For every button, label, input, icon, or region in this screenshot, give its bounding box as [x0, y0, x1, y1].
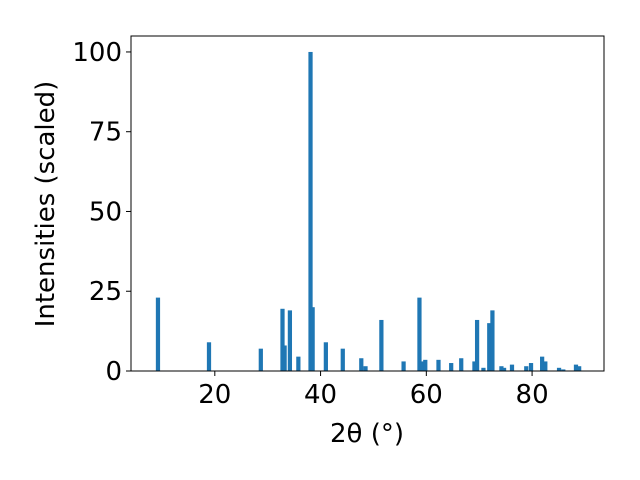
bar: [287, 310, 293, 371]
bar: [310, 307, 315, 371]
bar: [155, 297, 161, 371]
plot-frame: [130, 35, 605, 372]
x-tick-label: 20: [198, 380, 231, 410]
bar: [528, 363, 534, 371]
bar: [556, 367, 562, 371]
bar: [436, 359, 441, 371]
bar: [363, 366, 368, 371]
bar: [472, 361, 477, 371]
y-tick-label: 50: [89, 197, 122, 227]
y-tick-label: 0: [105, 357, 122, 387]
bar: [308, 51, 313, 371]
bar: [490, 310, 495, 371]
x-axis-label: 2θ (°): [330, 419, 404, 449]
x-tick-label: 60: [410, 380, 443, 410]
bar: [280, 308, 285, 371]
bar: [509, 364, 515, 371]
bar: [481, 367, 486, 371]
bar: [540, 356, 545, 371]
bar: [282, 345, 287, 371]
bar: [419, 361, 425, 371]
bar: [258, 348, 263, 371]
bar: [379, 319, 384, 371]
bar: [501, 367, 507, 371]
bar: [577, 366, 582, 371]
bar: [499, 366, 504, 371]
bar: [543, 361, 548, 371]
y-tick-label: 100: [72, 38, 122, 68]
x-tick-label: 40: [304, 380, 337, 410]
bar: [423, 359, 428, 371]
y-axis-label: Intensities (scaled): [31, 81, 61, 328]
bar: [401, 361, 406, 371]
bar: [474, 319, 480, 371]
y-tick-label: 25: [89, 277, 122, 307]
bar: [487, 323, 492, 371]
bar: [340, 348, 345, 371]
bar: [359, 358, 364, 371]
bar: [417, 297, 422, 371]
bar: [459, 358, 464, 371]
bar: [323, 342, 328, 371]
bar: [296, 356, 301, 371]
bar: [524, 366, 529, 371]
y-tick-label: 75: [89, 118, 122, 148]
bar: [206, 342, 212, 371]
bar: [573, 364, 579, 371]
x-tick-label: 80: [516, 380, 549, 410]
bar: [449, 363, 454, 371]
bar: [561, 369, 566, 371]
